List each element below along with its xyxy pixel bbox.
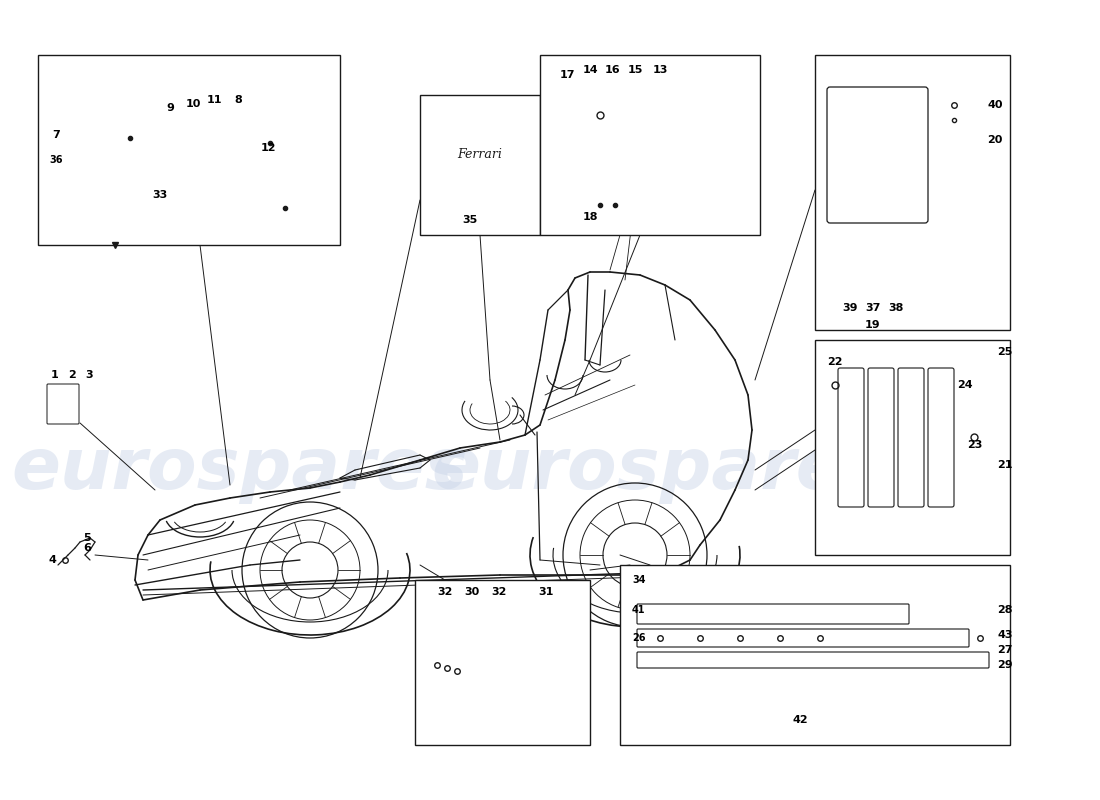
FancyBboxPatch shape	[898, 368, 924, 507]
Text: 40: 40	[988, 100, 1003, 110]
Text: 42: 42	[792, 715, 807, 725]
Text: 37: 37	[866, 303, 881, 313]
Text: 10: 10	[185, 99, 200, 109]
Text: 32: 32	[438, 587, 453, 597]
Text: eurospares: eurospares	[12, 435, 469, 505]
Text: 6: 6	[84, 543, 91, 553]
Text: 23: 23	[967, 440, 982, 450]
Text: 13: 13	[652, 65, 668, 75]
Text: 27: 27	[998, 645, 1013, 655]
Text: 16: 16	[604, 65, 619, 75]
Text: 28: 28	[998, 605, 1013, 615]
Text: 33: 33	[153, 190, 167, 200]
Text: 30: 30	[464, 587, 480, 597]
FancyBboxPatch shape	[637, 652, 989, 668]
Bar	[39, 55, 340, 245]
Text: 34: 34	[632, 575, 646, 585]
Text: 3: 3	[85, 370, 92, 380]
Bar	[540, 55, 760, 235]
FancyBboxPatch shape	[827, 87, 928, 223]
Text: 14: 14	[582, 65, 597, 75]
Text: 22: 22	[827, 357, 843, 367]
Bar	[815, 55, 1010, 330]
Text: 36: 36	[50, 155, 63, 165]
Text: 31: 31	[538, 587, 553, 597]
Text: 21: 21	[998, 460, 1013, 470]
Text: 17: 17	[559, 70, 574, 80]
Text: 41: 41	[632, 605, 646, 615]
Bar	[815, 340, 1010, 555]
Text: 4: 4	[48, 555, 56, 565]
Text: 32: 32	[492, 587, 507, 597]
Text: 8: 8	[234, 95, 242, 105]
Text: Ferrari: Ferrari	[458, 149, 503, 162]
Text: 29: 29	[998, 660, 1013, 670]
FancyBboxPatch shape	[637, 604, 909, 624]
Text: 39: 39	[843, 303, 858, 313]
Text: 19: 19	[865, 320, 880, 330]
Text: 12: 12	[261, 143, 276, 153]
FancyBboxPatch shape	[928, 368, 954, 507]
Bar	[420, 95, 540, 235]
Text: 9: 9	[166, 103, 174, 113]
Text: 1: 1	[51, 370, 59, 380]
Text: 26: 26	[632, 633, 646, 643]
Text: 24: 24	[957, 380, 972, 390]
Text: 2: 2	[68, 370, 76, 380]
Text: 5: 5	[84, 533, 91, 543]
Bar	[620, 565, 1010, 745]
Text: 11: 11	[207, 95, 222, 105]
Text: 7: 7	[52, 130, 59, 140]
Text: 18: 18	[582, 212, 597, 222]
FancyBboxPatch shape	[47, 384, 79, 424]
FancyBboxPatch shape	[868, 368, 894, 507]
Text: 25: 25	[998, 347, 1013, 357]
Text: eurospares: eurospares	[431, 435, 889, 505]
Text: 20: 20	[988, 135, 1003, 145]
Text: 38: 38	[889, 303, 904, 313]
Text: 15: 15	[627, 65, 642, 75]
FancyBboxPatch shape	[838, 368, 864, 507]
Text: 43: 43	[998, 630, 1013, 640]
Text: 35: 35	[462, 215, 477, 225]
FancyBboxPatch shape	[637, 629, 969, 647]
Bar	[415, 580, 590, 745]
